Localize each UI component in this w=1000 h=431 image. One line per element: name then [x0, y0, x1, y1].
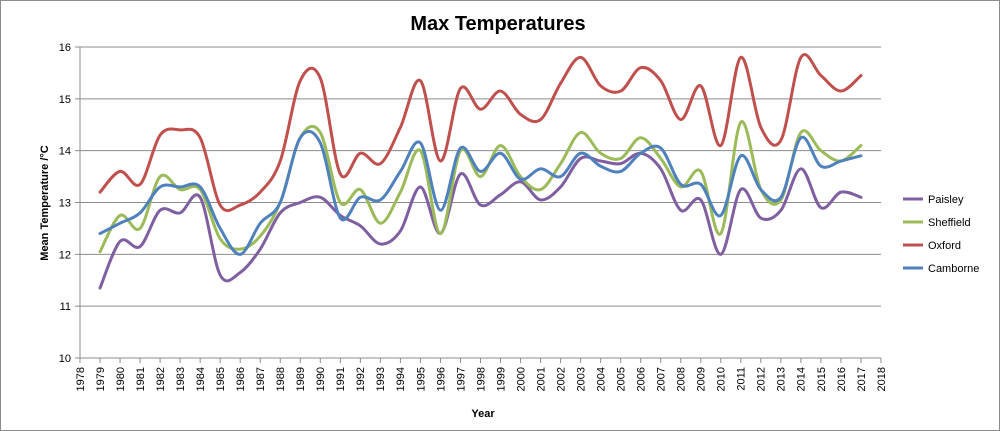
x-tick-label: 2004: [596, 367, 608, 391]
legend-item: Sheffield: [903, 217, 971, 229]
x-tick-label: 1994: [395, 367, 407, 391]
legend-item: Paisley: [903, 194, 964, 206]
x-tick-label: 1993: [375, 367, 387, 391]
y-tick-label: 14: [59, 146, 71, 158]
x-tick-label: 2001: [535, 367, 547, 391]
x-tick-label: 1995: [415, 367, 427, 391]
x-tick-label: 2009: [696, 367, 708, 391]
x-tick-label: 2000: [515, 367, 527, 391]
x-tick-label: 2010: [716, 367, 728, 391]
x-tick-label: 1983: [175, 367, 187, 391]
x-tick-label: 2011: [736, 367, 748, 391]
x-tick-label: 2007: [656, 367, 668, 391]
y-axis-title: Mean Temperature /°C: [39, 145, 51, 261]
y-tick-label: 10: [59, 353, 71, 365]
series-line-oxford: [98, 53, 863, 213]
series-line-paisley: [98, 151, 863, 290]
x-tick-label: 2016: [836, 367, 848, 391]
legend-label: Paisley: [928, 194, 964, 206]
x-tick-label: 1991: [335, 367, 347, 391]
legend: Paisley Sheffield Oxford Camborne: [903, 194, 979, 275]
y-tick-label: 12: [59, 249, 71, 261]
chart-title: Max Temperatures: [410, 13, 585, 35]
x-tick-label: 1984: [195, 367, 207, 391]
series-line-camborne: [98, 129, 863, 256]
x-tick-label: 1986: [235, 367, 247, 391]
y-tick-label: 11: [60, 301, 71, 313]
x-tick-label: 1990: [315, 367, 327, 391]
x-tick-label: 1989: [295, 367, 307, 391]
x-tick-label: 1988: [275, 367, 287, 391]
y-tick-labels: 10 11 12 13 14 15 16: [59, 42, 71, 365]
x-tick-label: 1980: [115, 367, 127, 391]
x-tick-label: 1985: [215, 367, 227, 391]
x-tick-label: 2005: [616, 367, 628, 391]
x-tick-label: 2003: [575, 367, 587, 391]
x-tick-label: 1997: [455, 367, 467, 391]
x-tick-label: 2017: [856, 367, 868, 391]
legend-item: Oxford: [903, 240, 961, 252]
x-tick-label: 1992: [355, 367, 367, 391]
x-tick-label: 1982: [155, 367, 167, 391]
legend-label: Oxford: [928, 240, 961, 252]
x-tick-label: 1978: [75, 367, 87, 391]
x-tick-label: 2014: [796, 367, 808, 391]
y-tick-label: 16: [59, 42, 71, 54]
x-tick-label: 2008: [676, 367, 688, 391]
legend-item: Camborne: [903, 263, 979, 275]
x-axis-title: Year: [471, 408, 495, 420]
x-tick-label: 1999: [495, 367, 507, 391]
x-tick-label: 2018: [876, 367, 888, 391]
legend-label: Camborne: [928, 263, 979, 275]
y-tick-label: 15: [59, 94, 71, 106]
x-tick-label: 1981: [135, 367, 147, 391]
x-tick-label: 1998: [475, 367, 487, 391]
x-tick-label: 1987: [255, 367, 267, 391]
x-tick-label: 2006: [636, 367, 648, 391]
x-tick-label: 2012: [756, 367, 768, 391]
x-tick-labels: 1978 1979 1980 1981 1982 1983 1984 1985 1986 1987…: [75, 367, 888, 391]
x-tick-label: 2002: [555, 367, 567, 391]
series-lines: [98, 53, 863, 290]
y-tick-label: 13: [59, 198, 71, 210]
x-tick-label: 2013: [776, 367, 788, 391]
x-tick-label: 1996: [435, 367, 447, 391]
x-tick-label: 2015: [816, 367, 828, 391]
axes: [75, 46, 882, 363]
x-tick-label: 1979: [95, 367, 107, 391]
legend-label: Sheffield: [928, 217, 971, 229]
